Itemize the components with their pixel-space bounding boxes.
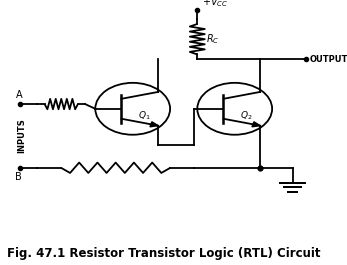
Polygon shape: [150, 122, 158, 127]
Text: $+V_{CC}$: $+V_{CC}$: [202, 0, 229, 8]
Text: OUTPUT: OUTPUT: [310, 55, 347, 64]
Text: Fig. 47.1 Resistor Transistor Logic (RTL) Circuit: Fig. 47.1 Resistor Transistor Logic (RTL…: [7, 247, 320, 260]
Polygon shape: [252, 122, 260, 127]
Text: $R_C$: $R_C$: [206, 32, 219, 46]
Text: $Q_2$: $Q_2$: [240, 109, 253, 122]
Text: $Q_1$: $Q_1$: [138, 109, 151, 122]
Text: A: A: [16, 90, 22, 100]
Text: B: B: [15, 172, 22, 182]
Text: INPUTS: INPUTS: [18, 118, 27, 153]
